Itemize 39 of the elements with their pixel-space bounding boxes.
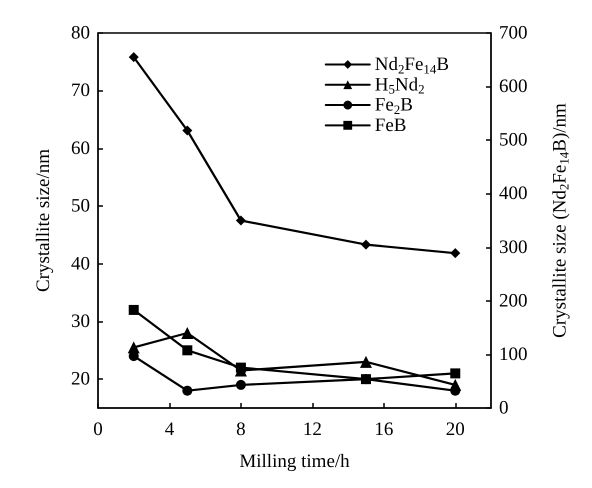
y2-tick-label: 100 [499, 344, 528, 365]
y-tick-label: 30 [71, 310, 90, 332]
y-tick-label: 40 [71, 253, 90, 274]
point [128, 304, 139, 315]
x-tick-label: 8 [236, 419, 246, 440]
point [360, 356, 372, 368]
y2-tick-label: 500 [499, 130, 528, 151]
y2-tick-label: 600 [499, 76, 528, 98]
point [182, 386, 192, 396]
point [450, 248, 460, 258]
x-axis-title: Milling time/h [239, 451, 350, 472]
point [236, 380, 246, 390]
y2-tick-label: 0 [499, 398, 508, 418]
point [128, 52, 139, 62]
point [360, 240, 371, 250]
y2-tick-label: 300 [499, 236, 528, 258]
y-tick-label: 70 [71, 80, 90, 102]
point [181, 327, 194, 339]
x-tick-label: 12 [302, 419, 322, 440]
point [449, 378, 462, 391]
point [236, 216, 246, 226]
point [450, 368, 460, 378]
y2-tick-label: 200 [499, 290, 528, 312]
y-tick-label: 50 [71, 196, 90, 217]
y-tick-label: 60 [71, 138, 90, 159]
y2-axis-title: Crystallite size (Nd2Fe14B)/nm [549, 102, 572, 338]
x-tick-label: 16 [374, 419, 394, 440]
point [182, 126, 192, 136]
x-tick-label: 0 [93, 419, 103, 440]
y-tick-label: 80 [71, 22, 90, 44]
y2-tick-label: 400 [499, 183, 528, 204]
y-axis-title: Crystallite size/nm [33, 148, 54, 292]
point [128, 341, 140, 354]
y-tick-label: 20 [71, 368, 90, 390]
y2-tick-label: 700 [499, 22, 528, 44]
x-tick-label: 20 [446, 419, 465, 440]
legend-label: FeB [374, 114, 406, 136]
x-tick-label: 4 [164, 419, 175, 440]
point [182, 345, 192, 356]
